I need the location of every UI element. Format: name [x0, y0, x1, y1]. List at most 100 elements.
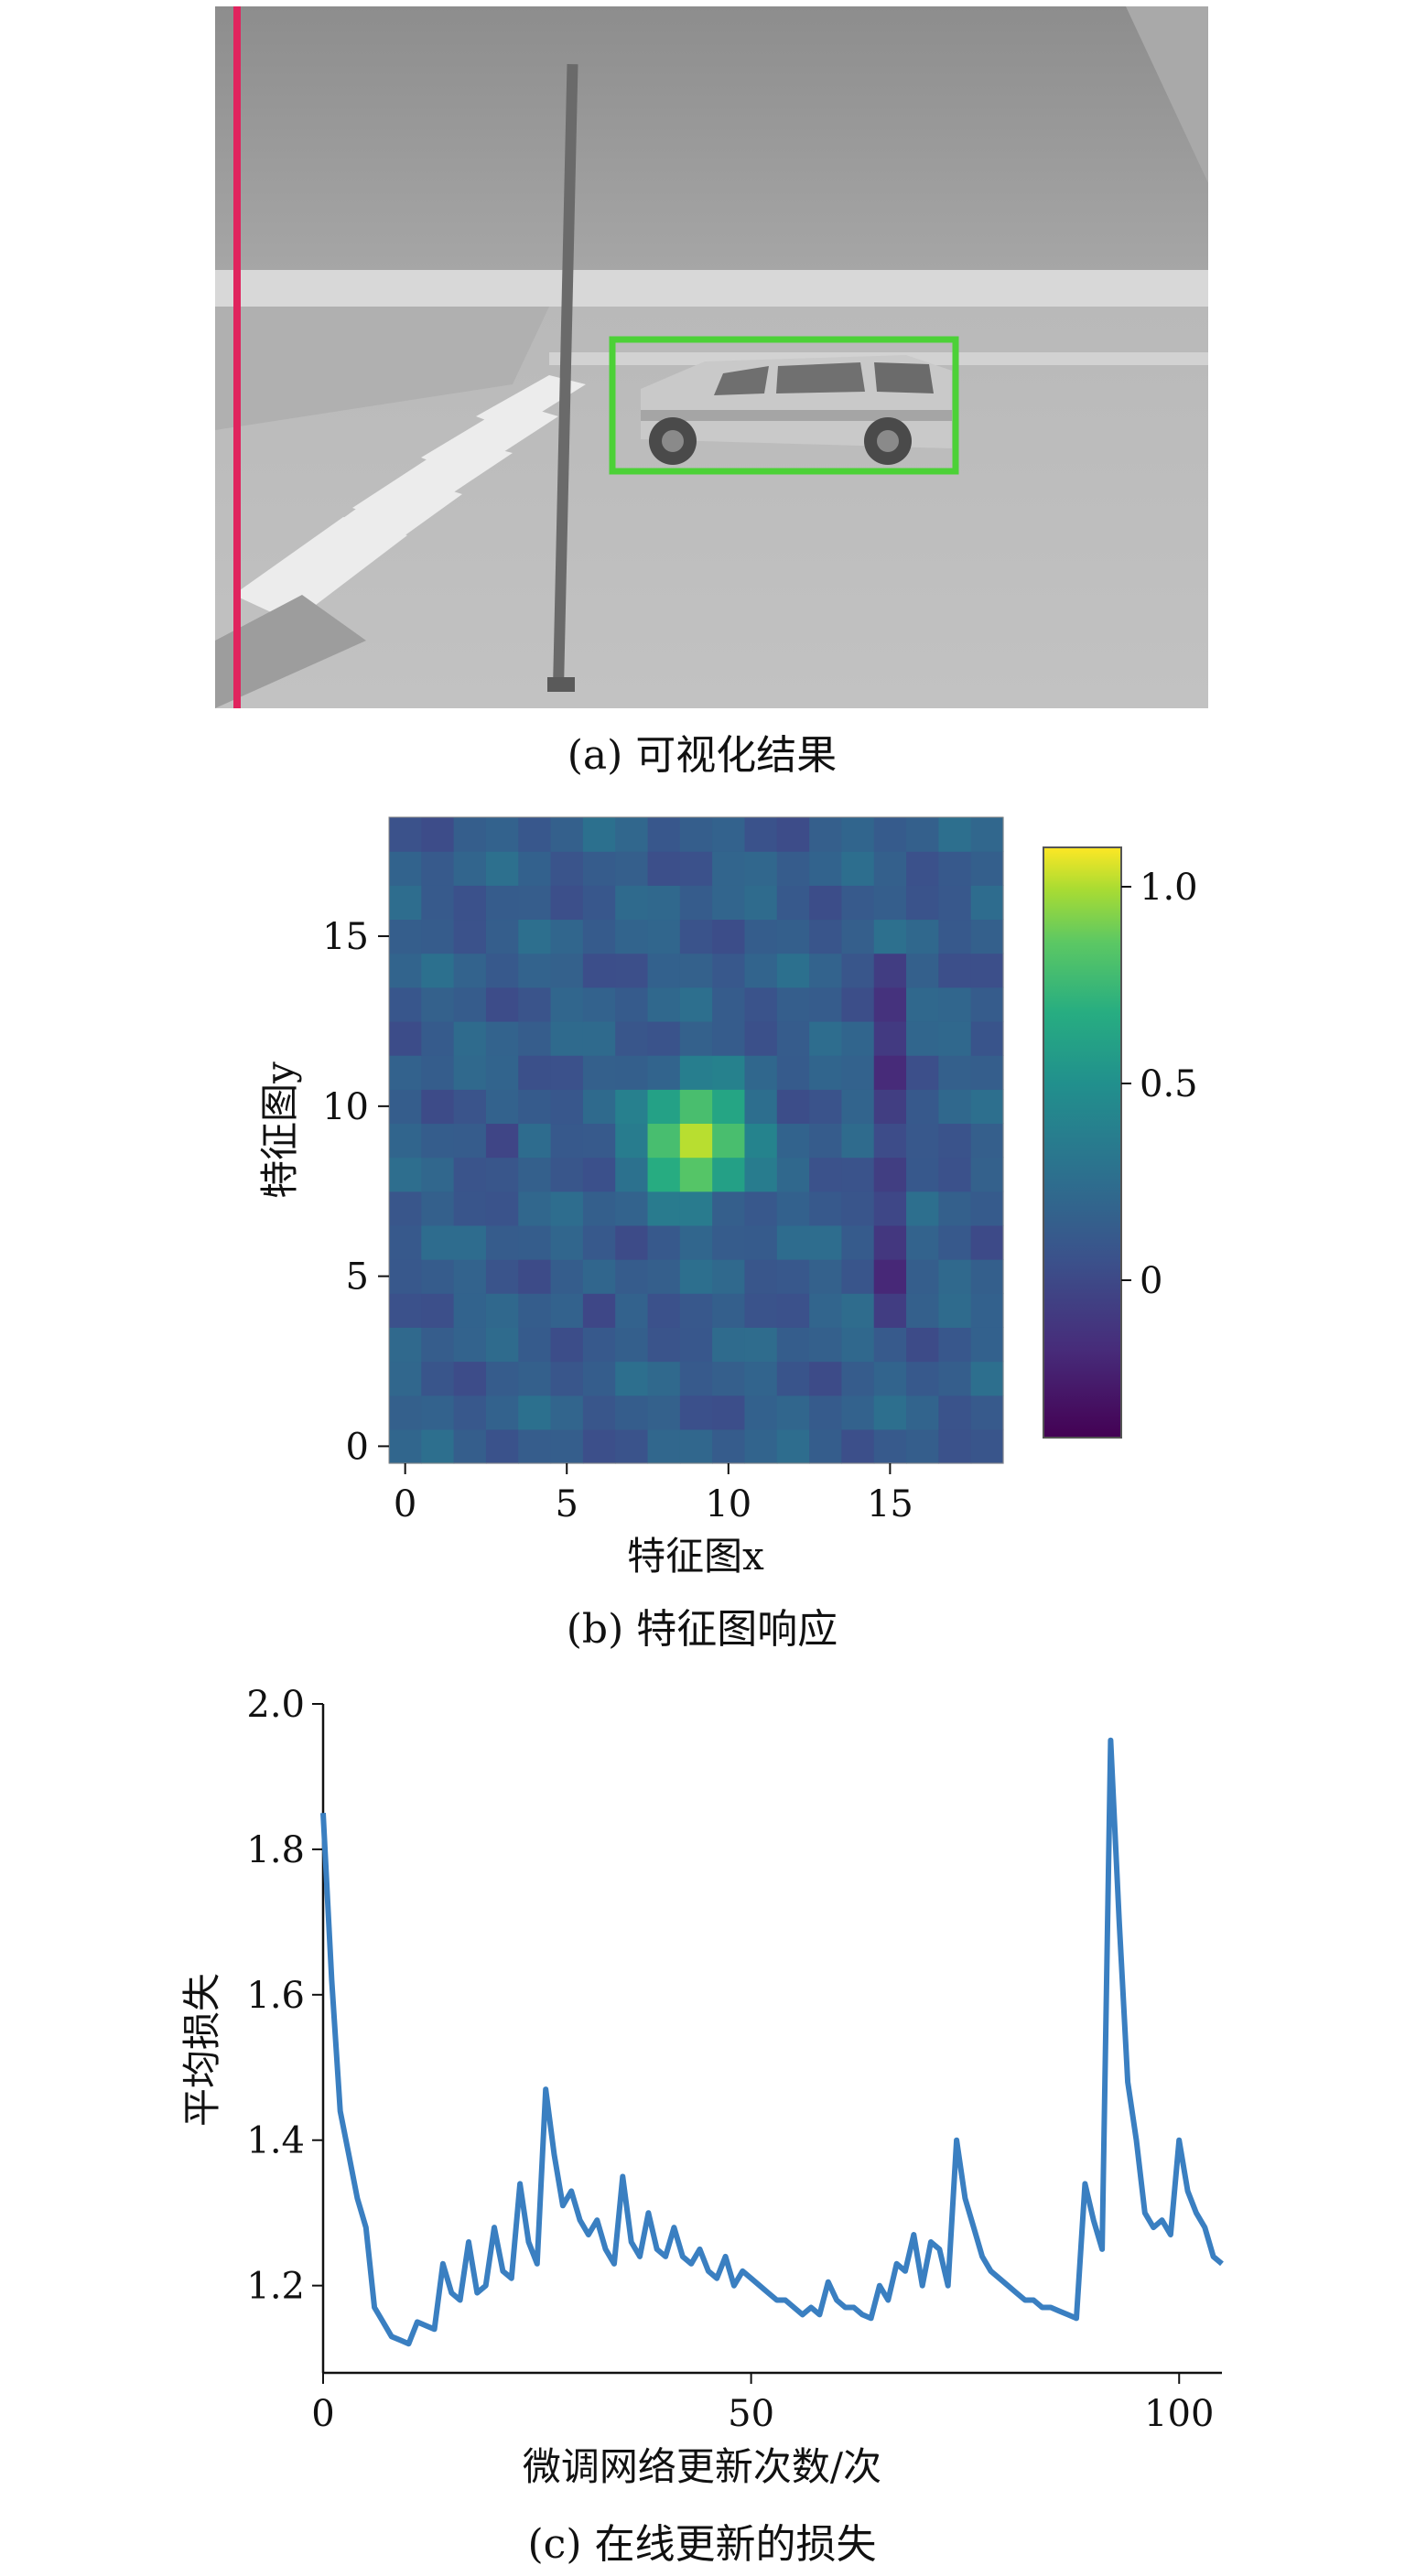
heatmap-cell	[776, 919, 810, 954]
heatmap-cell	[873, 1361, 907, 1396]
heatmap-cell	[550, 986, 584, 1022]
heatmap-cell	[647, 885, 681, 921]
heatmap-cell	[744, 817, 778, 852]
heatmap-cell	[841, 1020, 875, 1056]
heatmap-cell	[776, 1123, 810, 1159]
heatmap-cell	[421, 817, 455, 852]
heatmap-cell	[582, 817, 616, 852]
heatmap-ylabel: 特征图y	[257, 1062, 302, 1199]
heatmap-cell	[582, 953, 616, 988]
heatmap-cell	[712, 1327, 746, 1363]
heatmap-cell	[582, 1327, 616, 1363]
heatmap-cell	[421, 851, 455, 886]
loss-xlabel: 微调网络更新次数/次	[523, 2444, 881, 2489]
heatmap-cell	[906, 1089, 939, 1125]
heatmap-cell	[873, 1020, 907, 1056]
heatmap-cell	[938, 953, 972, 988]
heatmap-cell	[615, 885, 649, 921]
heatmap-cell	[647, 953, 681, 988]
heatmap-cell	[809, 885, 843, 921]
heatmap-cell	[421, 1428, 455, 1464]
heatmap-cell	[744, 1293, 778, 1328]
heatmap-cell	[679, 1327, 713, 1363]
heatmap-cell	[615, 1089, 649, 1125]
heatmap-cell	[712, 1259, 746, 1294]
heatmap-cell	[550, 1428, 584, 1464]
heatmap-cell	[744, 1224, 778, 1260]
heatmap-cell	[906, 986, 939, 1022]
heatmap-cell	[647, 1191, 681, 1226]
heatmap-cell	[970, 817, 1004, 852]
heatmap-cell	[647, 1259, 681, 1294]
heatmap-cell	[809, 986, 843, 1022]
heatmap-cell	[744, 885, 778, 921]
heatmap-cell	[615, 1224, 649, 1260]
heatmap-cell	[453, 851, 487, 886]
heatmap-cell	[776, 851, 810, 886]
loss-ytick-label: 1.6	[246, 1975, 305, 2017]
heatmap-ytick-label: 0	[346, 1426, 369, 1468]
heatmap-cell	[970, 953, 1004, 988]
heatmap-cell	[550, 1395, 584, 1430]
heatmap-cell	[485, 1157, 519, 1192]
heatmap-cell	[421, 1224, 455, 1260]
heatmap-cell	[421, 1395, 455, 1430]
heatmap-cell	[841, 1395, 875, 1430]
heatmap-cell	[744, 1395, 778, 1430]
heatmap-cell	[938, 1428, 972, 1464]
heatmap-cell	[615, 953, 649, 988]
heatmap-cell	[518, 953, 552, 988]
heatmap-cell	[518, 851, 552, 886]
caption-c: (c) 在线更新的损失	[528, 2521, 877, 2568]
heatmap-cell	[938, 1123, 972, 1159]
heatmap-cell	[615, 1428, 649, 1464]
heatmap-cell	[970, 885, 1004, 921]
heatmap-axes: 0 5 10 15 0 5 10 15	[322, 916, 913, 1525]
heatmap-cell	[841, 851, 875, 886]
heatmap-cell	[809, 1327, 843, 1363]
heatmap-cell	[485, 953, 519, 988]
heatmap-cell	[453, 1089, 487, 1125]
heatmap-cell	[873, 1055, 907, 1090]
heatmap-cell	[873, 1191, 907, 1226]
heatmap-cell	[938, 1395, 972, 1430]
heatmap-cell	[582, 885, 616, 921]
heatmap-cell	[776, 1395, 810, 1430]
colorbar-tick-label: 0.5	[1140, 1063, 1198, 1105]
heatmap-cell	[421, 1327, 455, 1363]
heatmap-cell	[453, 1327, 487, 1363]
heatmap-cell	[809, 919, 843, 954]
heatmap-cell	[389, 817, 422, 852]
heatmap-cell	[938, 1191, 972, 1226]
heatmap-cell	[712, 1293, 746, 1328]
heatmap-cell	[550, 1327, 584, 1363]
loss-xtick-label: 50	[728, 2393, 774, 2435]
heatmap-cell	[615, 1020, 649, 1056]
heatmap-cell	[647, 919, 681, 954]
heatmap-cell	[485, 1089, 519, 1125]
heatmap-cell	[647, 1123, 681, 1159]
heatmap-cell	[550, 1293, 584, 1328]
heatmap-cell	[809, 1361, 843, 1396]
heatmap-cell	[906, 1191, 939, 1226]
heatmap-cell	[841, 986, 875, 1022]
heatmap-cell	[744, 1055, 778, 1090]
heatmap-cell	[647, 1293, 681, 1328]
heatmap-cell	[421, 1055, 455, 1090]
heatmap-cell	[744, 1123, 778, 1159]
heatmap-cell	[776, 1259, 810, 1294]
heatmap-cell	[518, 1191, 552, 1226]
heatmap-cell	[389, 1089, 422, 1125]
heatmap-cell	[970, 1055, 1004, 1090]
heatmap-cell	[938, 986, 972, 1022]
heatmap-cell	[873, 851, 907, 886]
heatmap-cell	[938, 919, 972, 954]
colorbar-ticks: 0 0.5 1.0	[1121, 867, 1198, 1302]
heatmap-cell	[712, 986, 746, 1022]
heatmap-cell	[970, 1157, 1004, 1192]
heatmap-cell	[389, 1428, 422, 1464]
heatmap-cell	[550, 1191, 584, 1226]
heatmap-cell	[841, 1055, 875, 1090]
heatmap-cell	[970, 919, 1004, 954]
